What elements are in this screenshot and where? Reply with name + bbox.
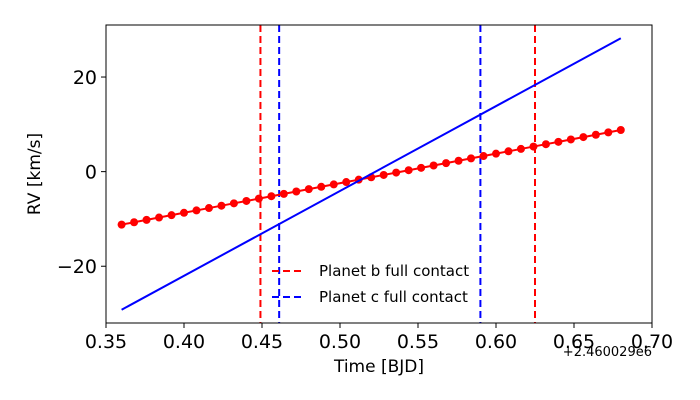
x-tick-label: 0.65 [553, 331, 595, 353]
rv-point-16 [317, 182, 326, 191]
rv-point-38 [591, 130, 600, 139]
rv-point-35 [554, 137, 563, 146]
rv-point-15 [304, 185, 313, 194]
y-tick-label: 0 [85, 162, 97, 184]
rv-point-37 [579, 133, 588, 142]
rv-point-39 [604, 128, 613, 137]
rv-point-0 [117, 220, 126, 229]
rv-point-13 [279, 189, 288, 198]
rv-point-12 [267, 192, 276, 201]
rv-point-33 [529, 142, 538, 151]
rv-point-23 [404, 166, 413, 175]
x-tick-label: 0.35 [85, 331, 127, 353]
x-tick-label: 0.60 [475, 331, 517, 353]
rv-point-24 [417, 163, 426, 172]
rv-point-21 [379, 170, 388, 179]
legend-label-b: Planet b full contact [319, 262, 469, 280]
rv-point-26 [442, 159, 451, 168]
x-tick-label: 0.55 [397, 331, 439, 353]
legend: Planet b full contact Planet c full cont… [272, 262, 469, 306]
x-tick-label: 0.45 [241, 331, 283, 353]
rv-point-1 [130, 218, 139, 227]
rv-point-11 [254, 194, 263, 203]
rv-point-40 [616, 126, 625, 135]
rv-point-27 [454, 156, 463, 165]
rv-point-30 [492, 149, 500, 158]
rv-point-8 [217, 201, 226, 210]
rv-point-29 [479, 152, 488, 161]
x-axis-ticks: 0.35 0.40 0.45 0.50 0.55 0.60 0.65 0.70 [85, 323, 673, 353]
rv-point-9 [229, 199, 238, 208]
y-axis-label: RV [km/s] [25, 133, 45, 215]
rv-point-25 [429, 161, 438, 170]
rv-point-4 [167, 211, 176, 220]
y-tick-label: −20 [57, 256, 97, 278]
rv-point-17 [329, 180, 338, 189]
rv-point-34 [541, 140, 550, 149]
legend-label-c: Planet c full contact [319, 288, 468, 306]
rv-point-14 [292, 187, 301, 196]
rv-point-6 [192, 206, 201, 215]
y-axis-ticks: −20 0 20 [57, 67, 106, 278]
rv-point-2 [142, 215, 151, 224]
rv-point-18 [342, 178, 351, 187]
x-tick-label: 0.40 [163, 331, 205, 353]
x-axis-offset-label: +2.460029e6 [563, 345, 652, 360]
series-layer [117, 37, 625, 311]
rv-point-36 [566, 135, 575, 144]
rv-point-22 [392, 168, 401, 177]
rv-point-31 [504, 147, 513, 156]
x-tick-label: 0.50 [319, 331, 361, 353]
rv-point-5 [180, 208, 188, 217]
x-axis-label: Time [BJD] [333, 357, 424, 377]
contact-lines [259, 25, 536, 323]
y-tick-label: 20 [73, 67, 97, 89]
plot-frame [105, 24, 653, 324]
series-1-line [121, 37, 622, 311]
x-tick-label: 0.70 [631, 331, 673, 353]
rv-point-32 [516, 144, 525, 153]
rv-point-3 [155, 213, 164, 222]
rv-point-10 [242, 196, 251, 205]
rv-point-7 [204, 204, 213, 213]
rv-point-28 [467, 154, 476, 163]
